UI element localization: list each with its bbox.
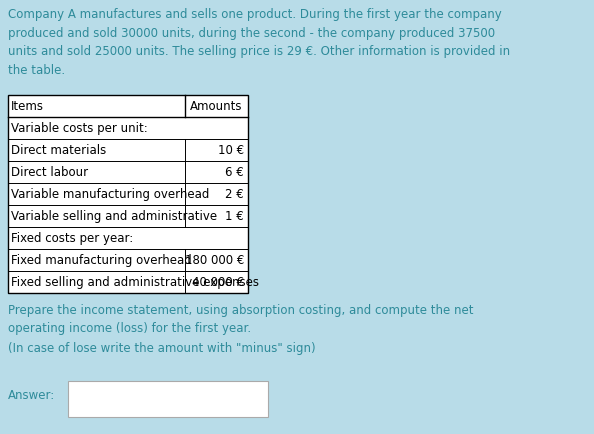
Text: Prepare the income statement, using absorption costing, and compute the net
oper: Prepare the income statement, using abso… xyxy=(8,303,473,335)
Text: 40 000 €: 40 000 € xyxy=(192,276,244,289)
Text: Fixed manufacturing overhead: Fixed manufacturing overhead xyxy=(11,254,192,267)
Text: 180 000 €: 180 000 € xyxy=(185,254,244,267)
Text: 1 €: 1 € xyxy=(225,210,244,223)
Text: Direct materials: Direct materials xyxy=(11,144,106,157)
Text: 6 €: 6 € xyxy=(225,166,244,179)
Bar xyxy=(68,381,268,417)
Bar xyxy=(8,96,248,293)
Text: 2 €: 2 € xyxy=(225,188,244,201)
Text: Direct labour: Direct labour xyxy=(11,166,88,179)
Text: Variable costs per unit:: Variable costs per unit: xyxy=(11,122,148,135)
Text: Fixed costs per year:: Fixed costs per year: xyxy=(11,232,133,245)
Text: Fixed selling and administrative expenses: Fixed selling and administrative expense… xyxy=(11,276,259,289)
Text: 10 €: 10 € xyxy=(218,144,244,157)
Text: Amounts: Amounts xyxy=(190,100,243,113)
Text: (In case of lose write the amount with "minus" sign): (In case of lose write the amount with "… xyxy=(8,341,315,354)
Text: Answer:: Answer: xyxy=(8,388,55,401)
Text: Variable manufacturing overhead: Variable manufacturing overhead xyxy=(11,188,209,201)
Text: Items: Items xyxy=(11,100,44,113)
Text: Company A manufactures and sells one product. During the first year the company
: Company A manufactures and sells one pro… xyxy=(8,8,510,76)
Text: Variable selling and administrative: Variable selling and administrative xyxy=(11,210,217,223)
